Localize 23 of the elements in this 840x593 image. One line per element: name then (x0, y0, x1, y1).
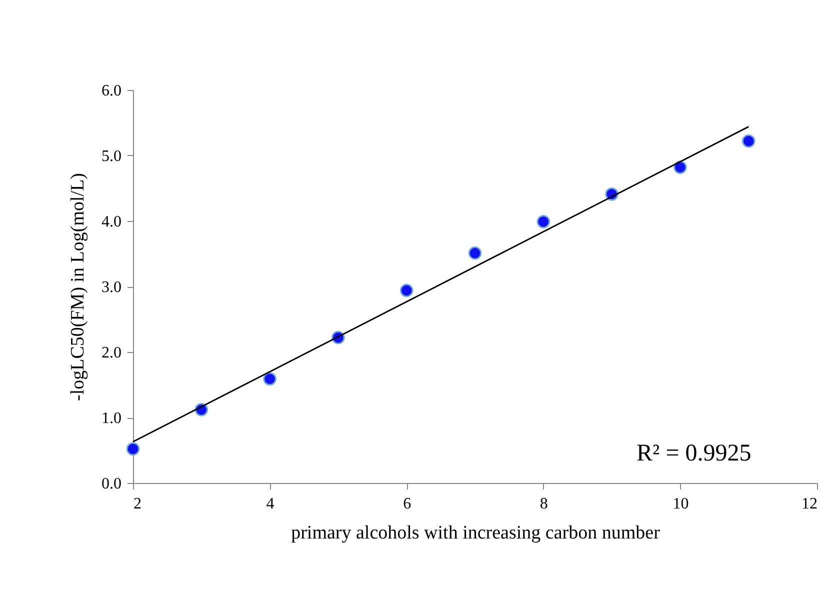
x-tick-label: 4 (266, 496, 274, 512)
y-tick-label: 2.0 (102, 344, 122, 362)
point (674, 160, 687, 174)
x-tick-label: 10 (672, 496, 689, 512)
y-tick-label: 6.0 (102, 82, 122, 100)
x-axis-title: primary alcohols with increasing carbon number (291, 522, 661, 544)
y-tick-label: 1.0 (102, 410, 122, 427)
point (468, 246, 482, 260)
y-tick-label: 4.0 (102, 214, 122, 230)
y-axis-title: -logLC50(FM) in Log(mol/L) (68, 173, 88, 401)
point (742, 134, 756, 148)
point (536, 215, 550, 228)
annotation: R² = 0.9925 (636, 440, 752, 467)
y-tick-label: 3.0 (102, 279, 122, 296)
point (126, 442, 140, 456)
y-tick-label: 0.0 (102, 476, 122, 492)
point (263, 372, 276, 386)
y-tick-label: 5.0 (102, 148, 122, 165)
x-tick-label: 8 (540, 496, 548, 512)
x-tick-label: 12 (802, 496, 818, 512)
x-tick-label: 6 (403, 496, 412, 512)
point (400, 284, 414, 298)
x-tick-label: 2 (134, 496, 142, 512)
